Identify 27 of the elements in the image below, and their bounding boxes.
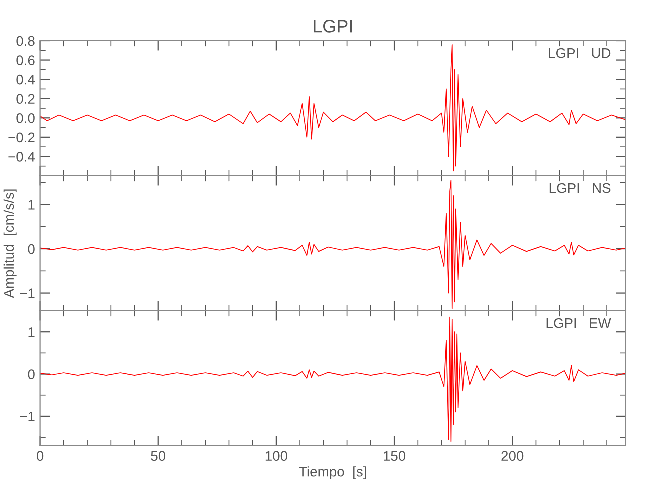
y-tick-label: 0.8: [16, 36, 35, 46]
x-axis-title: Tiempo [s]: [299, 466, 366, 480]
x-tick-label: 150: [384, 451, 406, 462]
line-series: [40, 316, 626, 442]
y-tick-label: −1: [20, 412, 35, 422]
y-axis-title: Amplitud [cm/s/s]: [4, 190, 17, 298]
line-series: [40, 180, 626, 310]
y-tick-label: −1: [20, 288, 35, 298]
line-series: [40, 44, 626, 172]
y-tick-label: −0.2: [8, 132, 35, 143]
y-tick-label: 0.6: [16, 56, 35, 66]
y-tick-label: 1: [28, 200, 35, 210]
y-tick-label: −0.4: [8, 152, 36, 162]
y-tick-label: 0.2: [16, 94, 35, 104]
annotation: LGPI EW: [546, 318, 612, 328]
x-tick-label: 100: [266, 451, 288, 462]
y-tick-label: 0: [28, 370, 35, 380]
x-tick-label: 200: [502, 451, 524, 462]
annotation: LGPI NS: [550, 183, 611, 194]
y-tick-label: 0.4: [16, 74, 36, 85]
y-tick-label: 1: [28, 328, 35, 338]
x-tick-label: 50: [151, 451, 166, 462]
y-tick-label: 0: [28, 244, 35, 254]
annotation: LGPI UD: [549, 48, 611, 58]
y-tick-label: 0.0: [16, 113, 35, 124]
chart-title: LGPI: [314, 20, 352, 33]
x-tick-label: 0: [36, 451, 44, 462]
